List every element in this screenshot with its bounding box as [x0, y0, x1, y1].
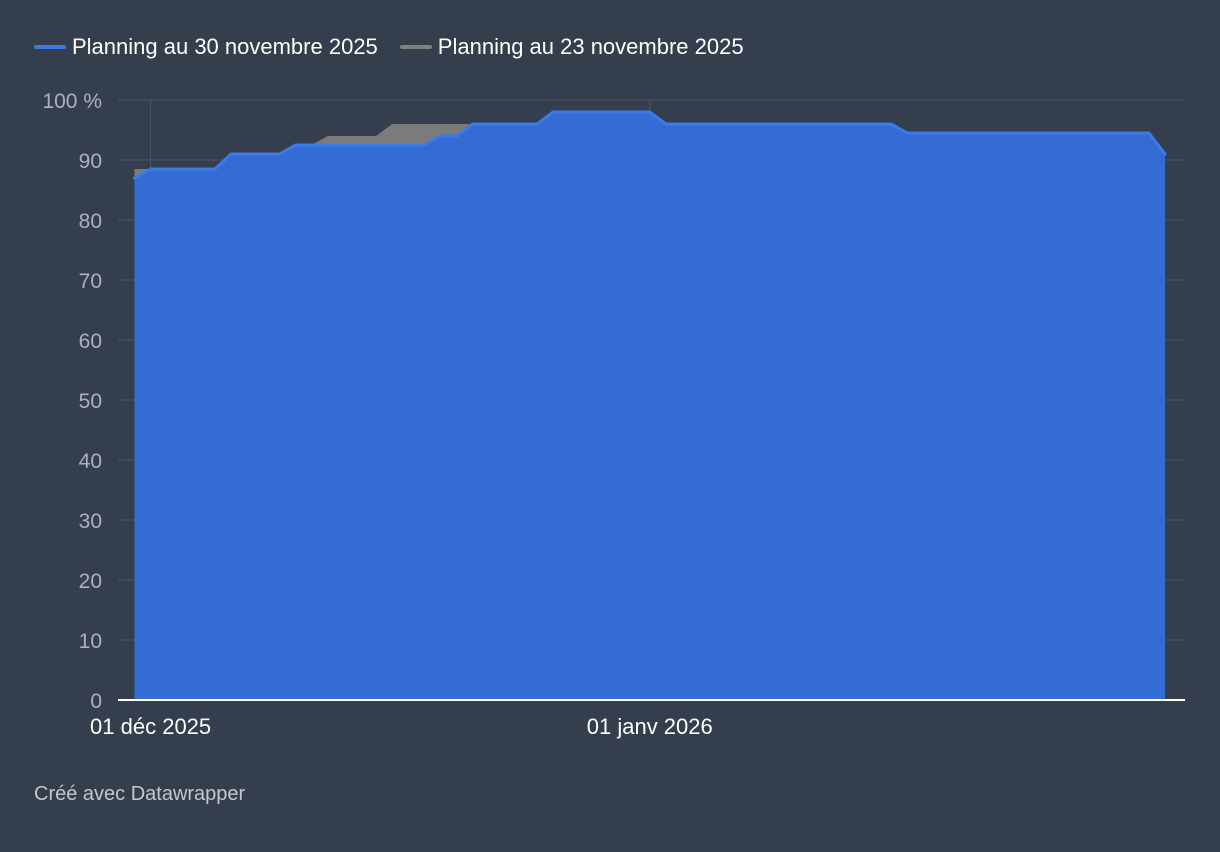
- y-tick-label-30: 30: [79, 510, 102, 533]
- y-tick-label-60: 60: [79, 330, 102, 353]
- x-tick-label-1: 01 janv 2026: [587, 714, 713, 739]
- legend-item-current: Planning au 30 novembre 2025: [34, 34, 378, 60]
- y-tick-label-80: 80: [79, 210, 102, 233]
- series-area-1: [134, 112, 1165, 700]
- y-tick-label-10: 10: [79, 630, 102, 653]
- axis-layer: 0 10 20 30 40 50 60 70 80 90 100 % 01 déc 2025 01 ja…: [42, 90, 1185, 739]
- y-tick-label-70: 70: [79, 270, 102, 293]
- y-tick-label-50: 50: [79, 390, 102, 413]
- chart-legend: Planning au 30 novembre 2025 Planning au…: [34, 34, 744, 60]
- legend-swatch-blue: [34, 45, 66, 49]
- y-tick-label-40: 40: [79, 450, 102, 473]
- legend-label-previous: Planning au 23 novembre 2025: [437, 34, 744, 59]
- y-tick-label-0: 0: [90, 690, 102, 713]
- legend-swatch-gray: [399, 45, 432, 49]
- legend-item-previous: Planning au 23 novembre 2025: [399, 34, 744, 60]
- series-layer: [133, 110, 1167, 700]
- series-line-1: [133, 110, 1167, 180]
- y-tick-label-100: 100 %: [42, 90, 102, 113]
- x-tick-label-0: 01 déc 2025: [90, 714, 211, 739]
- y-tick-label-90: 90: [79, 150, 102, 173]
- legend-label-current: Planning au 30 novembre 2025: [72, 34, 378, 59]
- y-tick-label-20: 20: [79, 570, 102, 593]
- footer-credit: Créé avec Datawrapper: [34, 783, 246, 805]
